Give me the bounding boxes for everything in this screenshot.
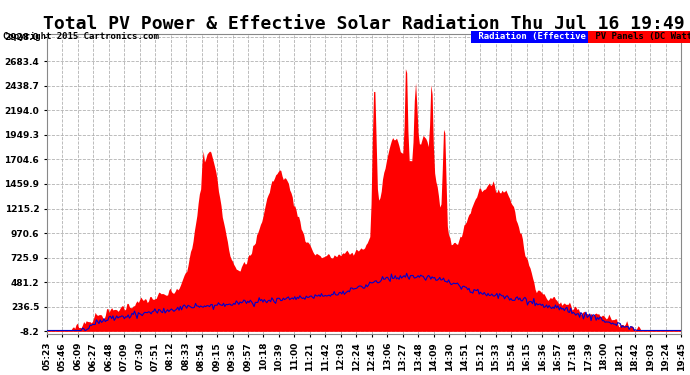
Text: Copyright 2015 Cartronics.com: Copyright 2015 Cartronics.com: [3, 32, 159, 41]
Title: Total PV Power & Effective Solar Radiation Thu Jul 16 19:49: Total PV Power & Effective Solar Radiati…: [43, 15, 685, 33]
Text: PV Panels (DC Watts): PV Panels (DC Watts): [590, 32, 690, 41]
Text: Radiation (Effective w/m2): Radiation (Effective w/m2): [473, 32, 623, 41]
